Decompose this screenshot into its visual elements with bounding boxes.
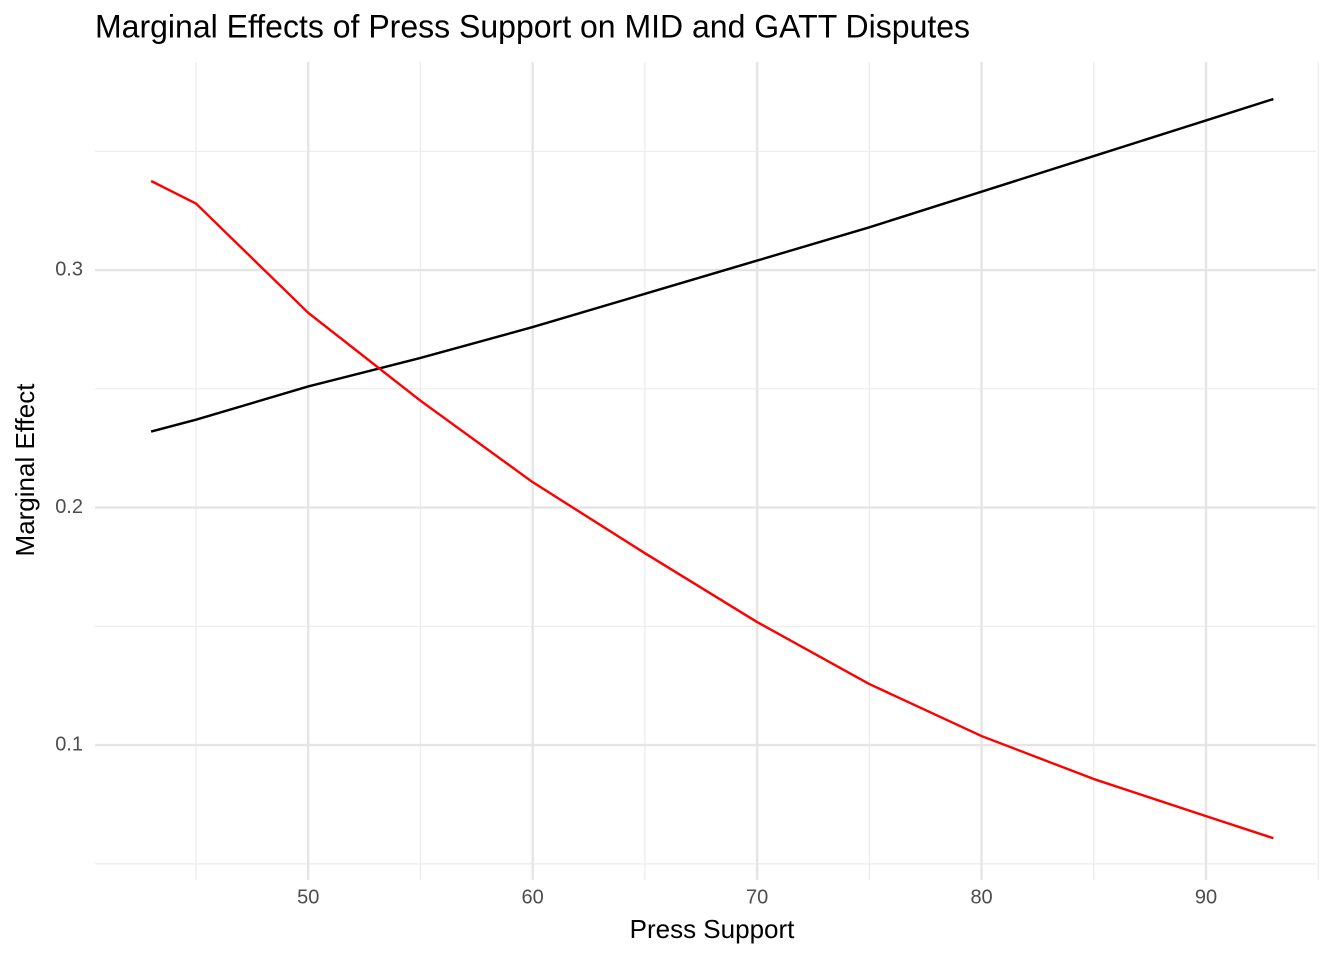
chart-title: Marginal Effects of Press Support on MID…: [95, 8, 970, 44]
x-tick-label: 90: [1195, 886, 1217, 908]
line: [150, 97, 1274, 433]
y-tick-label: 0.1: [55, 733, 83, 755]
x-tick-label: 60: [522, 886, 544, 908]
line: [150, 179, 1274, 840]
x-axis-label: Press Support: [630, 914, 796, 944]
x-tick-label: 50: [297, 886, 319, 908]
y-tick-label: 0.3: [55, 258, 83, 280]
y-tick-label: 0.2: [55, 496, 83, 518]
y-axis-label: Marginal Effect: [10, 383, 40, 557]
x-tick-label: 80: [970, 886, 992, 908]
x-tick-label: 70: [746, 886, 768, 908]
